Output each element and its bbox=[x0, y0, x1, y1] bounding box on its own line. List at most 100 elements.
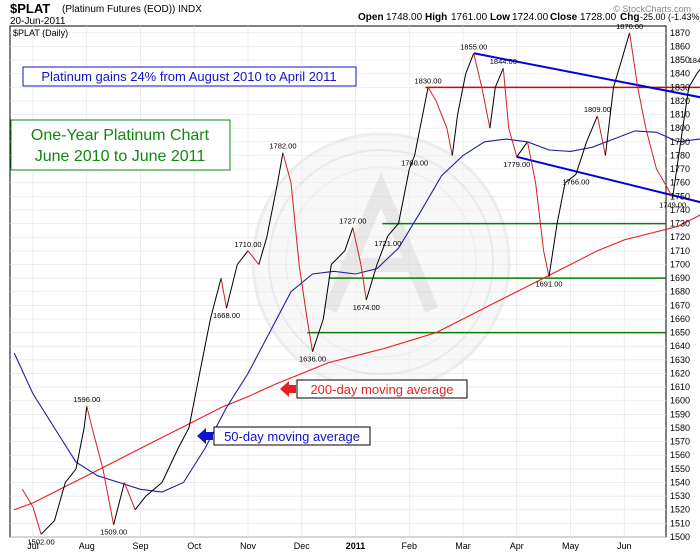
y-tick-label: 1690 bbox=[670, 273, 690, 283]
chg-label: Chg bbox=[620, 12, 639, 23]
x-tick-label: 2011 bbox=[346, 541, 366, 551]
price-segment bbox=[656, 168, 666, 183]
price-segment bbox=[344, 227, 354, 251]
exchange: INDX bbox=[178, 4, 202, 15]
price-segment bbox=[489, 87, 496, 129]
price-segment bbox=[290, 182, 300, 265]
price-segment bbox=[575, 141, 588, 175]
price-segment bbox=[516, 141, 528, 158]
ma200-arrow-icon bbox=[280, 381, 296, 397]
y-tick-label: 1740 bbox=[670, 205, 690, 215]
y-tick-label: 1710 bbox=[670, 246, 690, 256]
trend-lines bbox=[307, 52, 700, 334]
price-segment bbox=[247, 250, 260, 265]
price-segment bbox=[446, 128, 453, 156]
price-segment bbox=[621, 32, 631, 61]
price-label: 1845.12 bbox=[689, 56, 700, 65]
chart-date: 20-Jun-2011 bbox=[10, 16, 66, 27]
gains-box bbox=[22, 66, 357, 87]
price-segment bbox=[473, 53, 483, 88]
price-labels: 1502.00 1596.00 1509.00 1668.00 1710.00 1782.… bbox=[28, 22, 700, 546]
chart-series bbox=[13, 32, 700, 535]
ma200-text: 200-day moving average bbox=[310, 382, 453, 397]
stockcharts-watermark: © StockCharts.com bbox=[613, 4, 691, 14]
price-segment bbox=[672, 141, 682, 198]
x-tick-label: Mar bbox=[455, 541, 471, 551]
y-tick-label: 1870 bbox=[670, 28, 690, 38]
x-tick-label: May bbox=[562, 541, 580, 551]
x-tick-label: Apr bbox=[510, 541, 524, 551]
price-segment bbox=[352, 227, 362, 265]
y-tick-label: 1850 bbox=[670, 55, 690, 65]
series-legend: $PLAT (Daily) bbox=[13, 28, 68, 38]
y-axis: 1500 1510 1520 1530 1540 1550 1560 1570 1580 1590… bbox=[670, 28, 690, 542]
x-tick-label: Dec bbox=[294, 541, 311, 551]
price-segment bbox=[543, 250, 550, 277]
gains-text: Platinum gains 24% from August 2010 to A… bbox=[41, 69, 336, 84]
y-tick-label: 1820 bbox=[670, 96, 690, 106]
price-segment bbox=[209, 277, 222, 320]
price-segment bbox=[123, 482, 136, 510]
ma200-box bbox=[296, 379, 468, 399]
price-segment bbox=[637, 87, 647, 129]
price-label: 1668.00 bbox=[213, 311, 240, 320]
y-tick-label: 1580 bbox=[670, 423, 690, 433]
ma200-line bbox=[14, 214, 700, 511]
price-segment bbox=[226, 264, 238, 309]
price-segment bbox=[508, 128, 518, 157]
price-segment bbox=[556, 182, 566, 224]
price-label: 1509.00 bbox=[100, 528, 127, 537]
price-segment bbox=[113, 482, 125, 525]
price-segment bbox=[465, 53, 475, 74]
price-label: 1830.00 bbox=[415, 76, 442, 85]
price-segment bbox=[365, 264, 378, 301]
y-tick-label: 1630 bbox=[670, 355, 690, 365]
price-segment bbox=[330, 250, 346, 265]
price-segment bbox=[312, 318, 324, 352]
y-tick-label: 1590 bbox=[670, 409, 690, 419]
x-tick-label: Oct bbox=[187, 541, 202, 551]
x-tick-label: Feb bbox=[401, 541, 417, 551]
price-segment bbox=[277, 152, 284, 183]
price-segment bbox=[688, 73, 698, 88]
price-segment bbox=[419, 87, 429, 129]
price-segment bbox=[298, 264, 308, 320]
price-segment bbox=[664, 182, 674, 198]
price-segment bbox=[282, 152, 292, 183]
y-tick-label: 1600 bbox=[670, 396, 690, 406]
y-tick-label: 1510 bbox=[670, 518, 690, 528]
ma50-line bbox=[13, 130, 700, 493]
symbol-name: (Platinum Futures (EOD)) bbox=[62, 4, 175, 15]
price-segment bbox=[535, 182, 545, 251]
y-tick-label: 1550 bbox=[670, 464, 690, 474]
y-tick-label: 1860 bbox=[670, 41, 690, 51]
y-tick-label: 1750 bbox=[670, 191, 690, 201]
x-tick-label: Jul bbox=[27, 541, 39, 551]
y-tick-label: 1560 bbox=[670, 450, 690, 460]
price-segment bbox=[613, 59, 623, 88]
ma50-annotation: 50-day moving average bbox=[197, 426, 371, 446]
price-label: 1710.00 bbox=[234, 240, 261, 249]
price-label: 1674.00 bbox=[353, 303, 380, 312]
symbol: $PLAT bbox=[10, 1, 50, 16]
open-value: 1748.00 bbox=[386, 12, 423, 23]
price-segment bbox=[527, 141, 537, 183]
x-tick-label: Nov bbox=[240, 541, 257, 551]
price-label: 1855.00 bbox=[460, 42, 487, 51]
price-label: 1749.00 bbox=[659, 201, 686, 210]
price-label: 1844.00 bbox=[490, 57, 517, 66]
price-segment bbox=[145, 482, 163, 497]
price-segment bbox=[161, 448, 179, 483]
price-segment bbox=[32, 506, 42, 535]
channel-upper-line bbox=[473, 52, 700, 99]
low-value: 1724.00 bbox=[512, 12, 549, 23]
low-label: Low bbox=[490, 12, 510, 23]
price-segment bbox=[258, 237, 268, 265]
y-tick-label: 1500 bbox=[670, 532, 690, 542]
price-segment bbox=[220, 278, 227, 309]
price-segment bbox=[91, 427, 104, 470]
price-segment bbox=[360, 264, 367, 300]
price-segment bbox=[596, 115, 606, 156]
y-tick-label: 1830 bbox=[670, 82, 690, 92]
